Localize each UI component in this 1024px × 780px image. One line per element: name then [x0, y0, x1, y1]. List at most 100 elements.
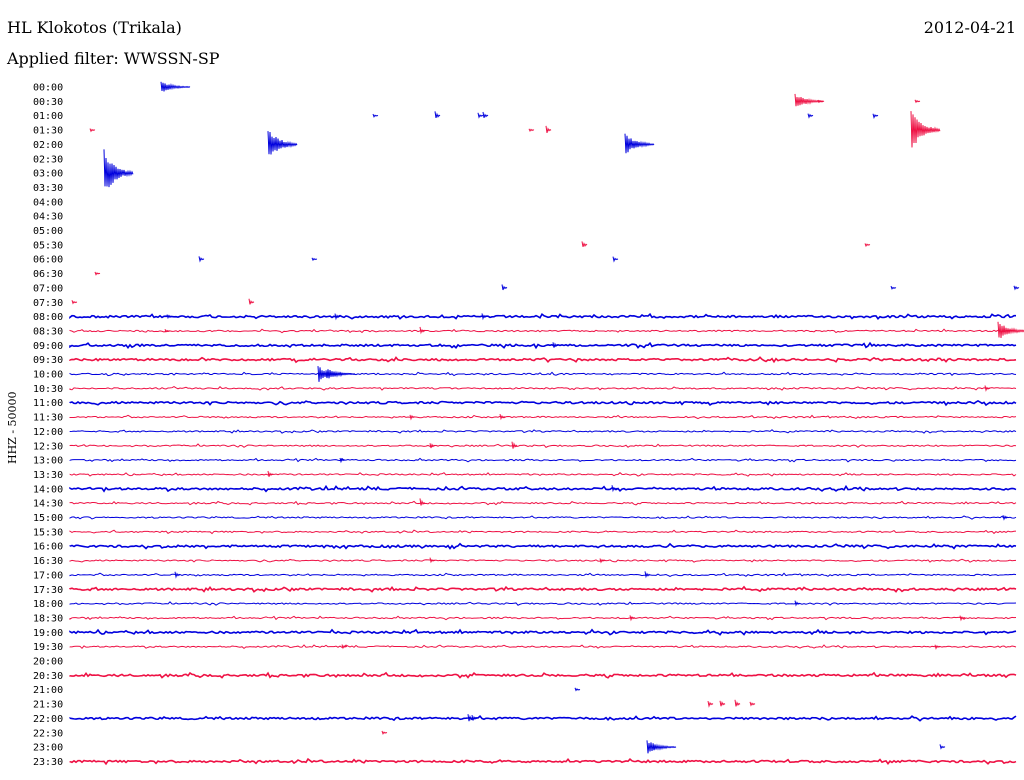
seismic-event	[311, 257, 318, 262]
seismic-event	[481, 313, 488, 321]
seismic-event	[707, 700, 714, 708]
seismic-event	[94, 271, 101, 276]
trace-line	[69, 529, 1017, 535]
time-label: 20:00	[33, 657, 63, 668]
seismic-event	[429, 443, 436, 449]
seismic-event	[959, 615, 966, 622]
time-label: 04:00	[33, 197, 63, 208]
seismic-event	[807, 113, 814, 119]
seismic-event	[581, 241, 588, 248]
time-label: 07:30	[33, 298, 63, 309]
seismic-event	[409, 414, 416, 421]
time-label: 19:00	[33, 628, 63, 639]
seismic-event	[1013, 285, 1020, 291]
time-label: 09:00	[33, 341, 63, 352]
time-label: 18:00	[33, 599, 63, 610]
trace-line	[69, 515, 1017, 520]
trace-line	[69, 542, 1017, 550]
applied-filter: Applied filter: WWSSN-SP	[7, 49, 220, 68]
seismic-event	[910, 111, 941, 148]
trace-line	[69, 601, 1017, 606]
time-label: 12:30	[33, 441, 63, 452]
time-label: 22:30	[33, 728, 63, 739]
seismic-event	[646, 740, 677, 754]
trace-line	[69, 585, 1017, 593]
seismic-event	[984, 385, 991, 392]
time-label: 01:00	[33, 111, 63, 122]
time-label: 02:00	[33, 140, 63, 151]
time-label: 08:00	[33, 312, 63, 323]
seismic-event	[624, 133, 655, 154]
seismic-event	[890, 285, 897, 290]
seismic-event	[794, 93, 825, 107]
seismic-event	[934, 644, 941, 650]
seismic-event	[914, 99, 921, 104]
seismic-event	[71, 300, 78, 305]
time-label: 14:00	[33, 484, 63, 495]
seismic-event	[1002, 515, 1009, 521]
seismic-event	[939, 744, 946, 750]
seismic-event	[864, 243, 871, 248]
trace-line	[69, 757, 1017, 766]
time-label: 10:00	[33, 370, 63, 381]
trace-line	[69, 715, 1017, 722]
seismic-event	[734, 699, 741, 707]
seismic-event	[372, 113, 379, 118]
time-label: 05:30	[33, 240, 63, 251]
time-label: 03:30	[33, 183, 63, 194]
time-label: 16:00	[33, 542, 63, 553]
time-label: 17:30	[33, 585, 63, 596]
seismic-event	[599, 558, 606, 564]
trace-line	[69, 671, 1017, 679]
time-label: 17:00	[33, 570, 63, 581]
seismic-event	[174, 571, 181, 579]
record-date: 2012-04-21	[923, 18, 1016, 37]
seismic-event	[612, 256, 619, 263]
seismic-event	[198, 256, 205, 263]
time-label: 06:30	[33, 269, 63, 280]
time-label: 09:30	[33, 355, 63, 366]
seismic-event	[381, 730, 388, 735]
seismic-event	[429, 557, 436, 564]
time-label: 23:00	[33, 743, 63, 754]
seismic-event	[629, 615, 636, 622]
seismic-event	[471, 714, 478, 721]
time-label: 01:30	[33, 126, 63, 137]
trace-line	[69, 399, 1017, 407]
seismic-event	[552, 342, 559, 348]
time-label: 16:30	[33, 556, 63, 567]
seismic-event	[339, 371, 346, 378]
trace-line	[69, 558, 1017, 563]
time-label: 10:30	[33, 384, 63, 395]
time-label: 05:00	[33, 226, 63, 237]
trace-line	[69, 356, 1017, 364]
time-label: 21:30	[33, 700, 63, 711]
trace-line	[69, 572, 1017, 577]
time-label: 11:30	[33, 413, 63, 424]
time-label: 03:00	[33, 169, 63, 180]
seismic-event	[574, 687, 581, 692]
time-label: 04:30	[33, 212, 63, 223]
seismic-event	[482, 111, 489, 118]
time-label: 15:00	[33, 513, 63, 524]
time-label: 21:00	[33, 685, 63, 696]
time-label: 11:00	[33, 398, 63, 409]
seismic-event	[160, 81, 191, 92]
seismic-event	[817, 99, 824, 104]
station-name: HL Klokotos (Trikala)	[7, 18, 182, 37]
trace-line	[69, 484, 1017, 493]
seismic-event	[997, 321, 1024, 339]
seismic-event	[528, 128, 535, 132]
seismic-event	[166, 314, 173, 320]
trace-line	[69, 615, 1017, 621]
trace-line	[69, 628, 1017, 636]
seismic-event	[89, 128, 96, 133]
trace-line	[69, 500, 1017, 506]
seismic-event	[248, 298, 255, 305]
time-label: 13:00	[33, 456, 63, 467]
trace-line	[69, 371, 1017, 377]
seismic-event	[872, 113, 879, 120]
seismic-event	[511, 441, 518, 449]
seismic-event	[611, 485, 618, 493]
